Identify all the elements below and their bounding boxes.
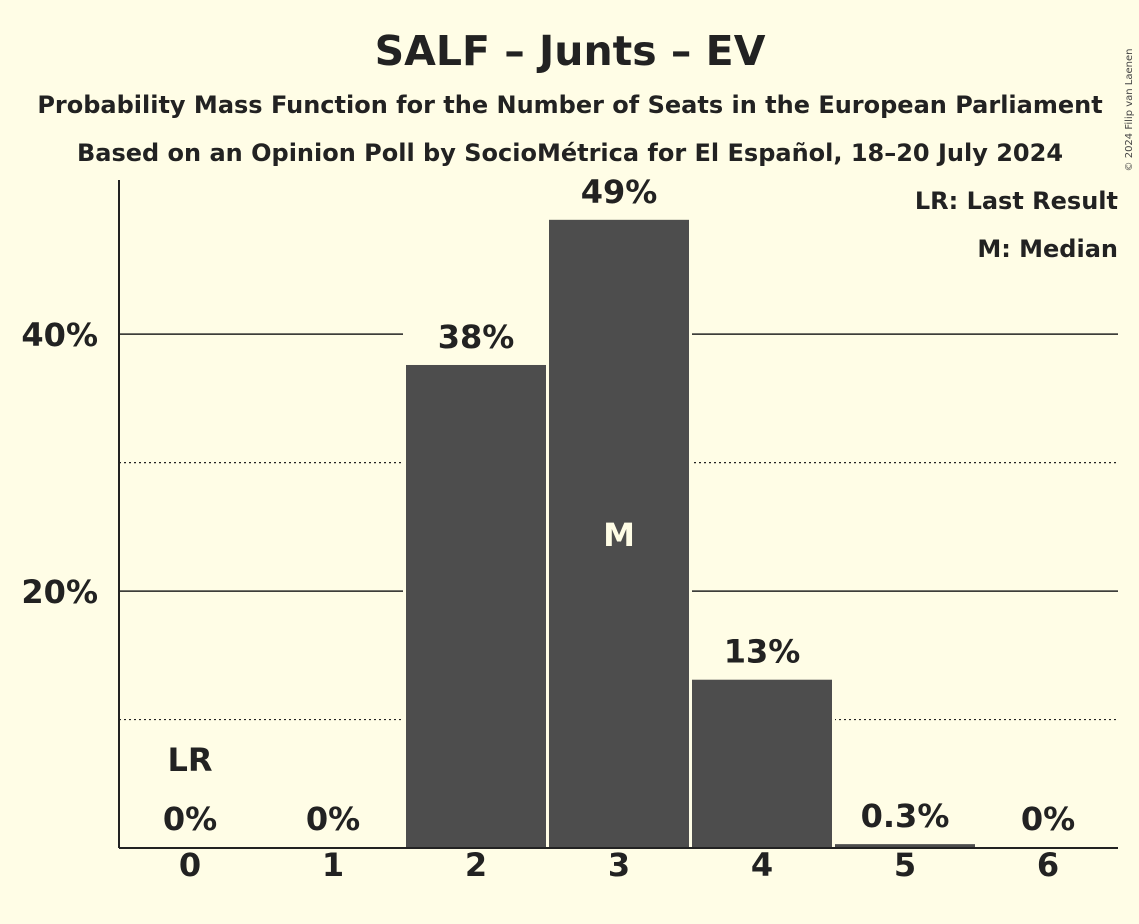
chart-subtitle-1: Probability Mass Function for the Number… <box>37 91 1102 119</box>
bar-gap <box>832 802 978 848</box>
bar <box>549 219 689 849</box>
x-tick-label: 6 <box>1037 846 1059 884</box>
data-label: 0% <box>163 800 217 838</box>
y-tick-label: 20% <box>21 573 98 611</box>
data-label: 0% <box>1021 800 1075 838</box>
copyright-notice: © 2024 Filip van Laenen <box>1124 49 1135 172</box>
last-result-marker: LR <box>167 741 212 779</box>
bar <box>835 844 975 848</box>
data-label: 49% <box>581 173 658 211</box>
legend-last-result: LR: Last Result <box>915 187 1118 215</box>
data-label: 13% <box>724 633 801 671</box>
bar <box>406 364 546 848</box>
bar <box>692 679 832 848</box>
chart-subtitle-2: Based on an Opinion Poll by SocioMétrica… <box>77 139 1063 167</box>
x-tick-label: 0 <box>179 846 201 884</box>
x-tick-label: 5 <box>894 846 916 884</box>
y-tick-label: 40% <box>21 316 98 354</box>
legend-median: M: Median <box>977 235 1118 263</box>
x-tick-label: 2 <box>465 846 487 884</box>
data-label: 38% <box>438 318 515 356</box>
x-tick-label: 3 <box>608 846 630 884</box>
median-marker: M <box>603 516 635 554</box>
x-tick-label: 4 <box>751 846 773 884</box>
data-label: 0.3% <box>861 797 950 835</box>
data-label: 0% <box>306 800 360 838</box>
chart-title: SALF – Junts – EV <box>375 27 766 75</box>
x-tick-label: 1 <box>322 846 344 884</box>
